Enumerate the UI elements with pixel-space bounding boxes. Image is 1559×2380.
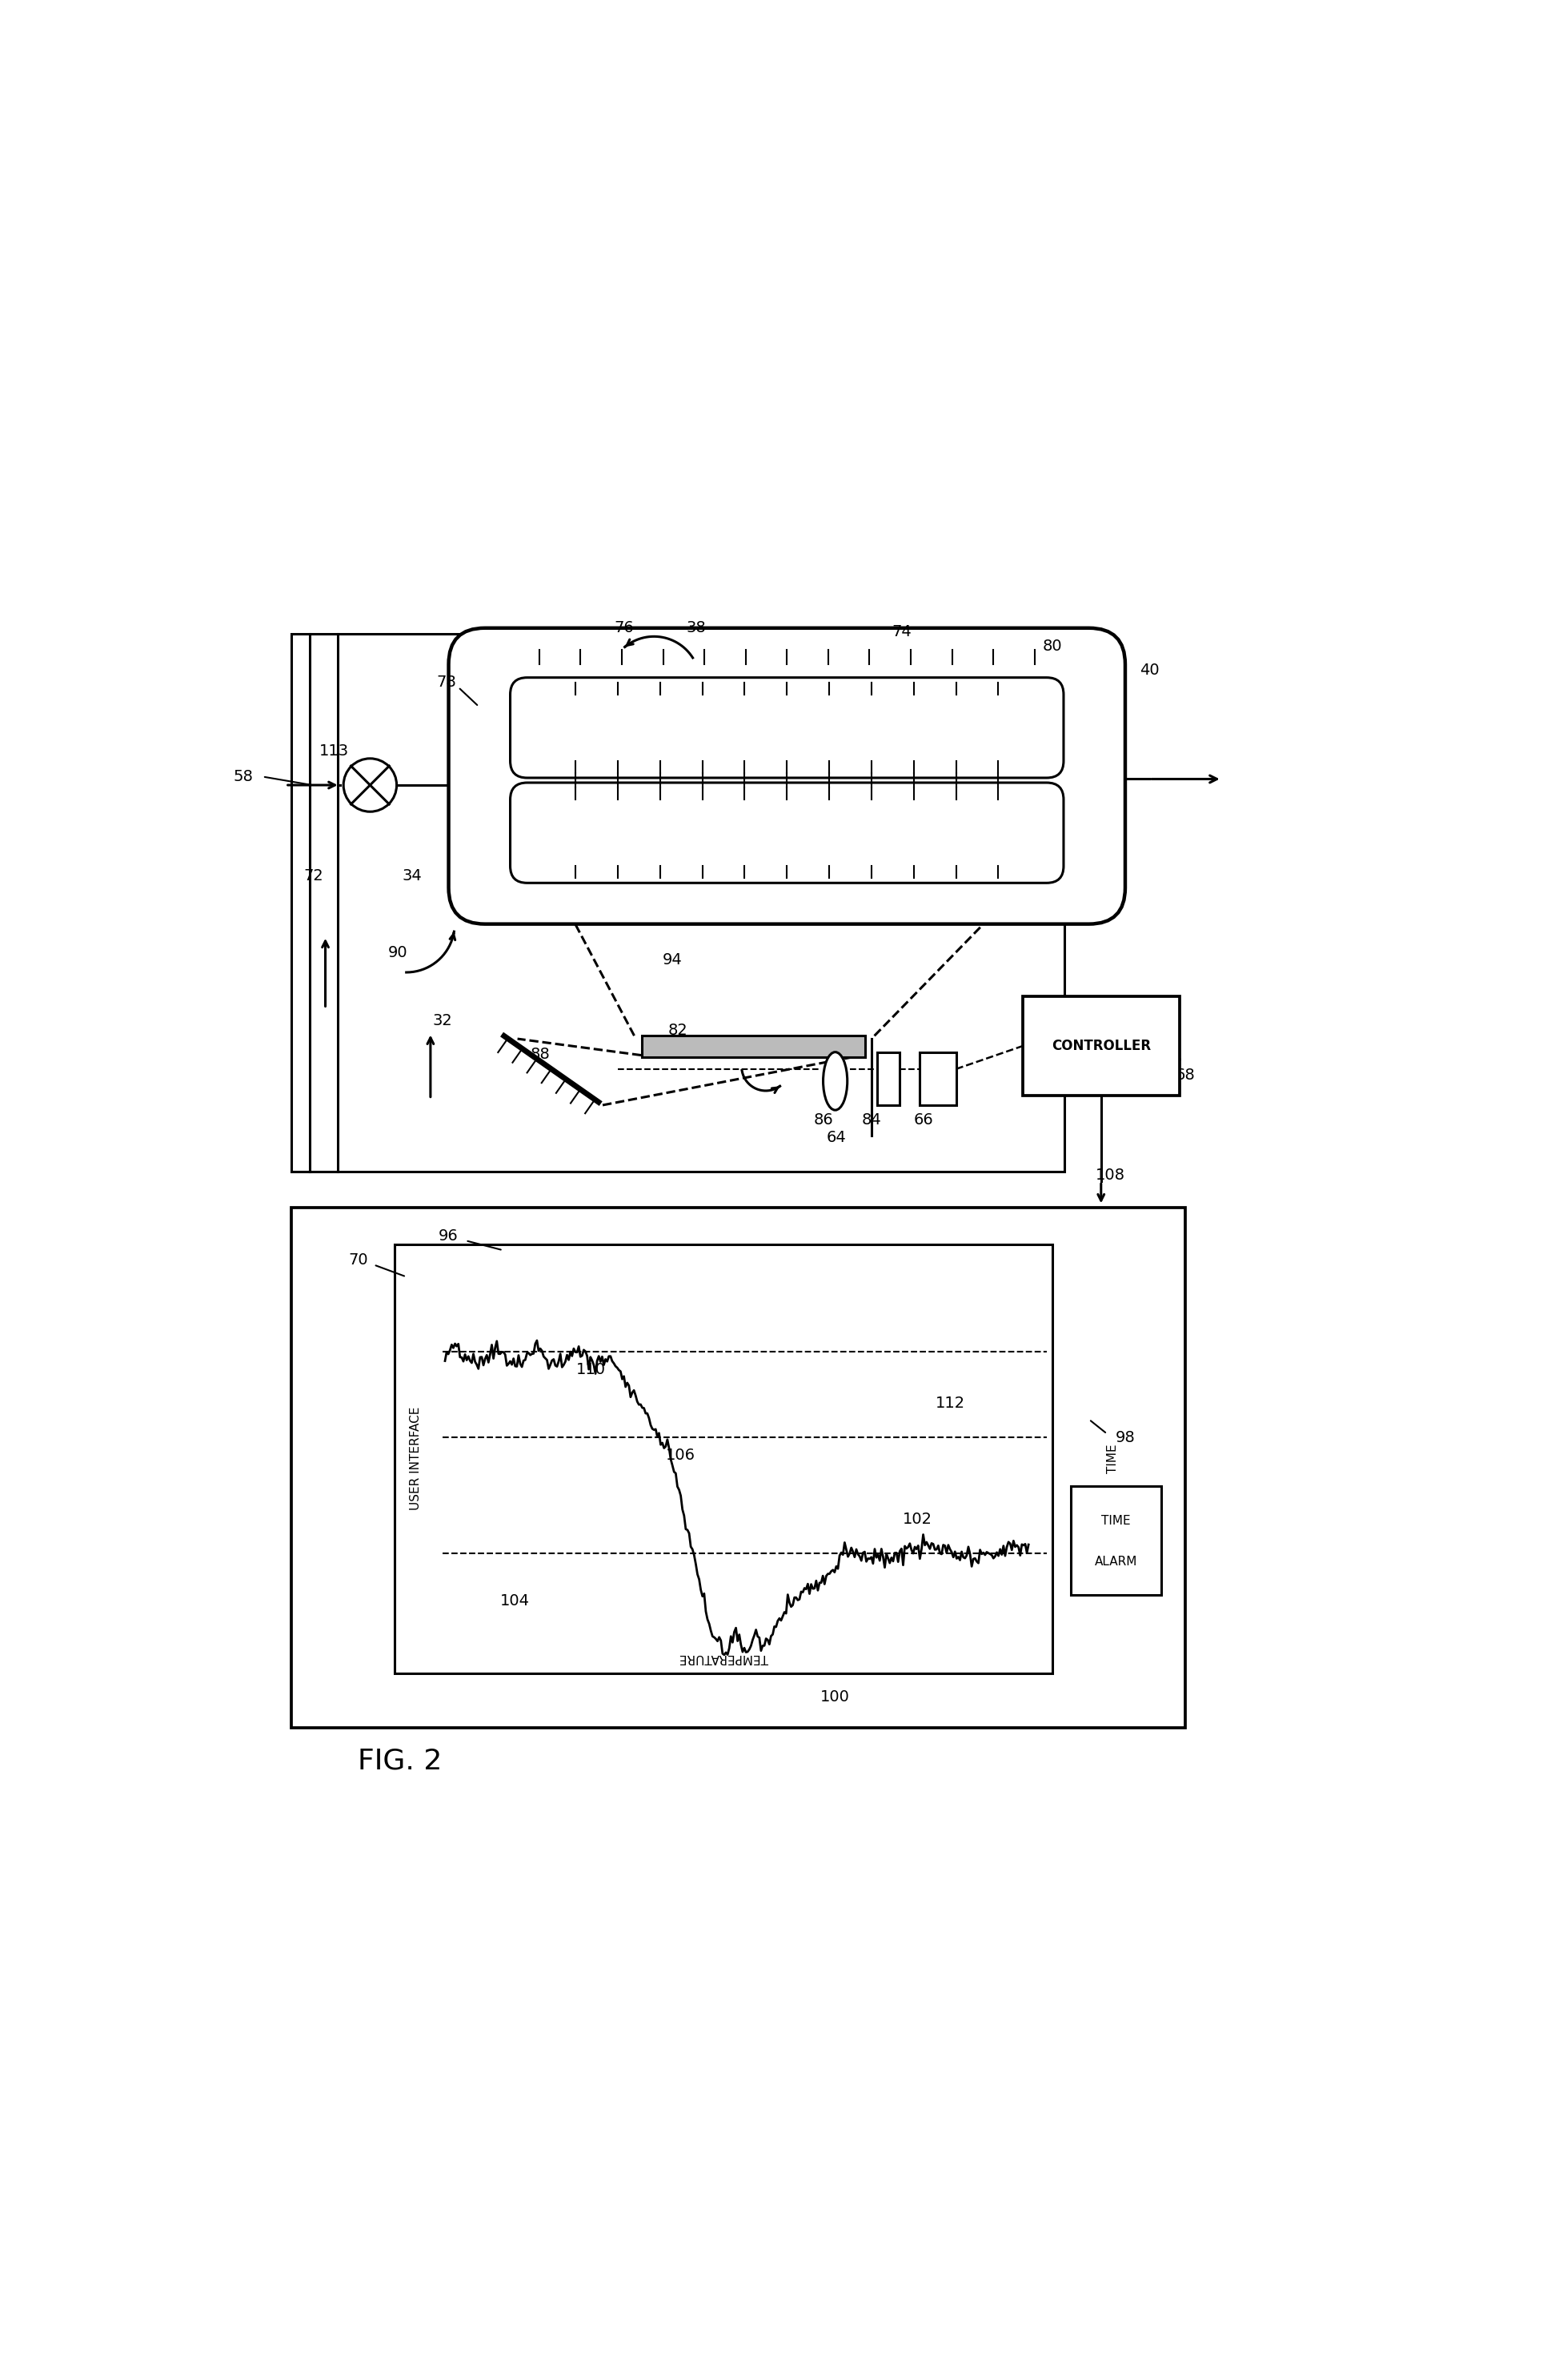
Text: 88: 88 [530, 1047, 550, 1061]
Text: 40: 40 [1140, 662, 1160, 678]
Text: 82: 82 [669, 1023, 688, 1038]
FancyBboxPatch shape [510, 678, 1063, 778]
Bar [642, 1035, 865, 1057]
Text: 100: 100 [820, 1690, 850, 1704]
FancyBboxPatch shape [510, 783, 1063, 883]
Text: FIG. 2: FIG. 2 [359, 1747, 443, 1775]
Text: 64: 64 [826, 1130, 847, 1145]
Text: 94: 94 [663, 952, 681, 969]
Bar [878, 1052, 900, 1104]
Text: ALARM: ALARM [1094, 1557, 1138, 1568]
Circle shape [343, 759, 396, 812]
Text: 68: 68 [1175, 1069, 1196, 1083]
Text: 92: 92 [739, 1038, 758, 1052]
Ellipse shape [823, 1052, 848, 1109]
Bar [292, 1209, 1186, 1728]
Bar [394, 1245, 1052, 1673]
Text: CONTROLLER: CONTROLLER [1051, 1038, 1151, 1054]
Text: 113: 113 [320, 743, 349, 759]
Text: 108: 108 [1096, 1169, 1126, 1183]
Text: 74: 74 [946, 712, 967, 726]
Text: TIME: TIME [1102, 1514, 1130, 1526]
Text: 72: 72 [304, 869, 323, 883]
Bar [1071, 1485, 1161, 1595]
Text: 98: 98 [1115, 1430, 1135, 1445]
Bar [1023, 997, 1180, 1095]
Text: 76: 76 [614, 621, 633, 635]
Text: TIME: TIME [1107, 1445, 1119, 1473]
Text: 90: 90 [388, 945, 408, 962]
Bar [920, 1052, 956, 1104]
Text: 58: 58 [234, 769, 253, 785]
Text: 84: 84 [862, 1111, 881, 1128]
Text: 102: 102 [903, 1511, 932, 1526]
Text: 110: 110 [577, 1361, 606, 1378]
Text: 80: 80 [1043, 638, 1063, 654]
Text: 106: 106 [666, 1447, 695, 1464]
Bar [292, 633, 1065, 1171]
Text: 112: 112 [935, 1395, 965, 1411]
Text: 74: 74 [892, 624, 912, 640]
FancyBboxPatch shape [449, 628, 1126, 923]
Text: 86: 86 [814, 1111, 833, 1128]
Text: 70: 70 [348, 1252, 368, 1269]
Text: TEMPERATURE: TEMPERATURE [680, 1652, 769, 1664]
Text: 78: 78 [437, 676, 457, 690]
Text: 38: 38 [686, 621, 706, 635]
Text: 104: 104 [500, 1595, 530, 1609]
Text: USER INTERFACE: USER INTERFACE [410, 1407, 422, 1511]
Text: 32: 32 [433, 1014, 452, 1028]
Text: 34: 34 [402, 869, 422, 883]
Text: 66: 66 [914, 1111, 934, 1128]
Text: 96: 96 [438, 1228, 458, 1242]
